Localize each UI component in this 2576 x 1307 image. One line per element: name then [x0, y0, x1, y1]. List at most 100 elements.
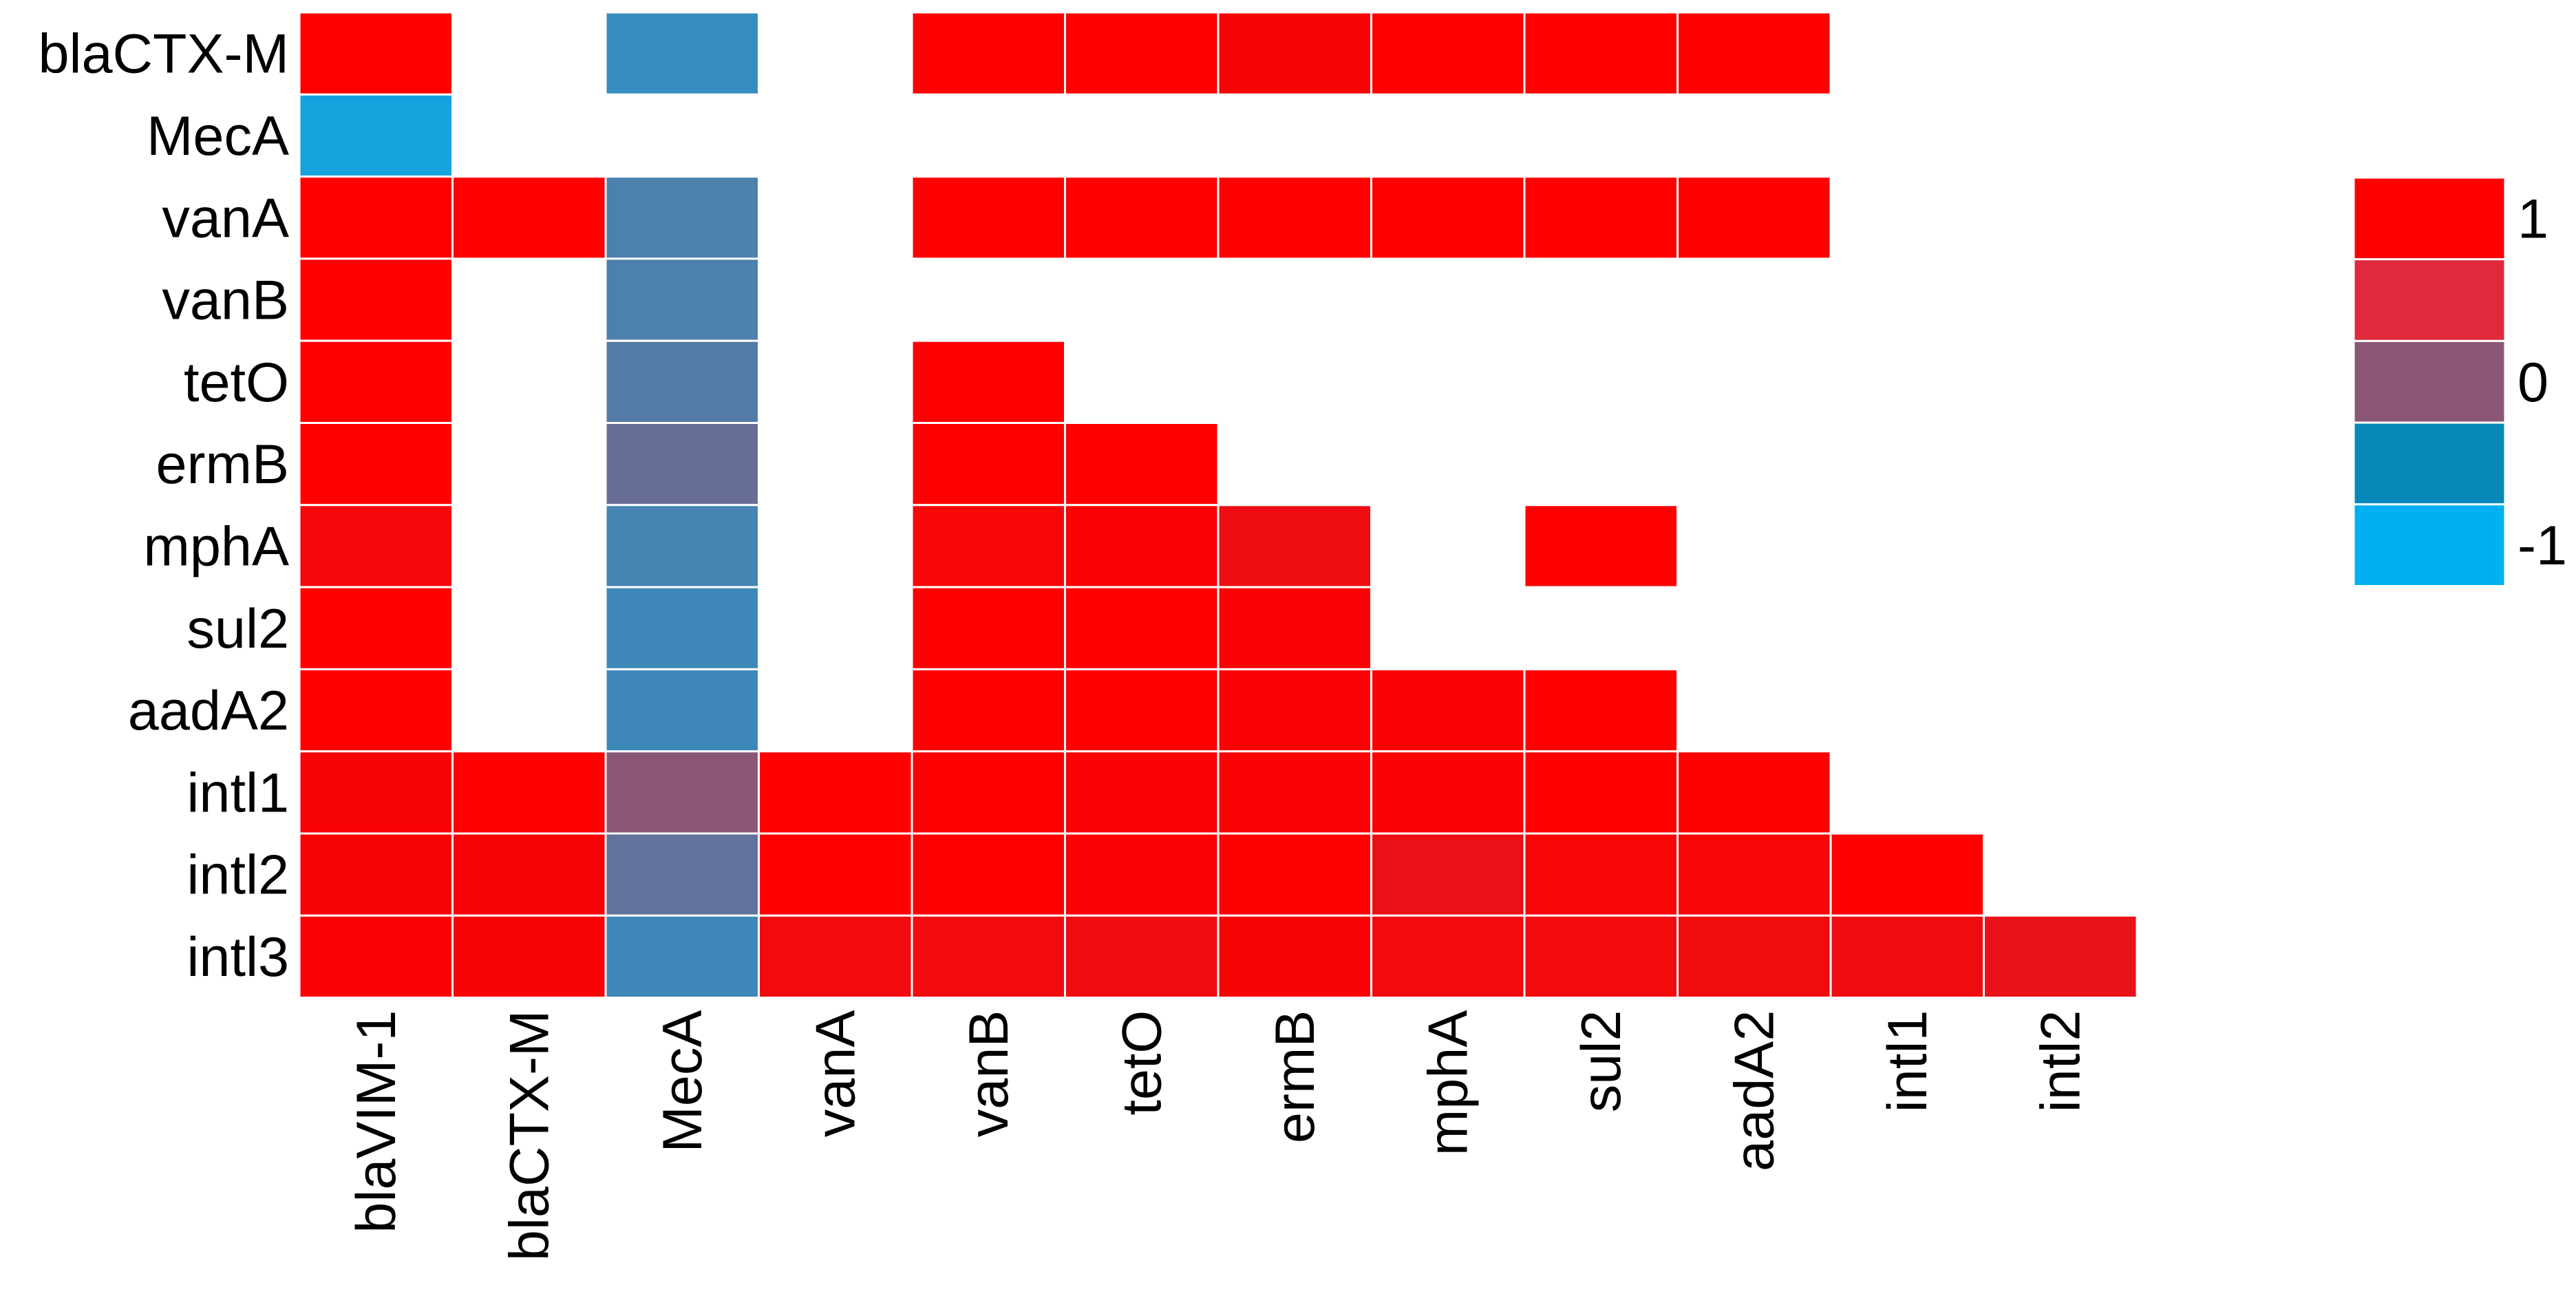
row-label: mphA: [143, 516, 289, 577]
heatmap-cell: [298, 257, 454, 342]
column-label: ermB: [1264, 1010, 1326, 1144]
heatmap-cell: [758, 750, 913, 835]
heatmap-cell: [758, 914, 913, 999]
row-label: aadA2: [128, 680, 289, 742]
heatmap-cell: [1217, 11, 1372, 96]
heatmap-cell: [911, 504, 1066, 588]
row-label: tetO: [184, 352, 289, 414]
heatmap-cell: [298, 93, 454, 178]
heatmap-cell: [451, 176, 607, 260]
column-label: sul2: [1571, 1010, 1632, 1113]
heatmap-cell: [1217, 668, 1372, 753]
heatmap-cell: [911, 339, 1066, 425]
column-label: intl2: [2030, 1010, 2092, 1113]
heatmap-cell: [1523, 504, 1679, 588]
heatmap-cell: [1676, 832, 1832, 917]
row-label: vanB: [162, 270, 289, 332]
heatmap-cell: [1370, 668, 1526, 753]
heatmap-cell: [911, 586, 1066, 670]
column-label: tetO: [1111, 1010, 1173, 1116]
column-label: aadA2: [1724, 1010, 1786, 1171]
legend-label: 0: [2518, 352, 2548, 414]
heatmap-cell: [604, 750, 760, 835]
heatmap-cell: [451, 832, 607, 917]
row-label: ermB: [156, 434, 289, 496]
heatmap-cell: [1370, 176, 1526, 260]
heatmap-cell: [1064, 832, 1220, 917]
heatmap-cell: [1217, 914, 1372, 999]
heatmap-cell: [1523, 176, 1679, 260]
heatmap-cell: [1523, 832, 1679, 917]
heatmap-cell: [1829, 914, 1985, 999]
heatmap-cell: [604, 586, 760, 670]
heatmap-cell: [298, 11, 454, 96]
column-label: MecA: [652, 1010, 714, 1153]
heatmap-cell: [451, 914, 607, 999]
heatmap-cell: [1217, 832, 1372, 917]
heatmap-cell: [1064, 504, 1220, 588]
heatmap-cells: [298, 11, 2138, 999]
row-labels: blaCTX-M MecA vanA vanB tetO ermB mphA sul2 aadA…: [38, 23, 289, 988]
row-label: intl3: [187, 926, 289, 988]
heatmap-cell: [604, 504, 760, 588]
heatmap-cell: [298, 339, 454, 425]
heatmap-cell: [1217, 750, 1372, 835]
heatmap-cell: [1064, 914, 1220, 999]
heatmap-cell: [1676, 176, 1832, 260]
row-label: intl1: [187, 762, 289, 824]
column-labels: blaVIM-1 blaCTX-M MecA vanA vanB tetO ermB mphA…: [345, 1010, 2092, 1262]
heatmap-cell: [1983, 914, 2138, 999]
heatmap-cell: [758, 832, 913, 917]
heatmap-cell: [604, 176, 760, 260]
heatmap-cell: [911, 176, 1066, 260]
heatmap-cell: [911, 832, 1066, 917]
column-label: intl1: [1877, 1010, 1939, 1113]
row-label: MecA: [147, 105, 289, 167]
heatmap-cell: [298, 832, 454, 917]
heatmap-cell: [1370, 750, 1526, 835]
heatmap-cell: [1676, 914, 1832, 999]
heatmap-cell: [1064, 586, 1220, 670]
heatmap-cell: [1217, 176, 1372, 260]
heatmap-cell: [1829, 832, 1985, 917]
heatmap-cell: [1217, 586, 1372, 670]
heatmap-cell: [911, 668, 1066, 753]
heatmap-cell: [604, 832, 760, 917]
heatmap-cell: [1064, 11, 1220, 96]
heatmap-cell: [298, 176, 454, 260]
heatmap-cell: [604, 914, 760, 999]
heatmap-cell: [298, 504, 454, 588]
heatmap-cell: [298, 668, 454, 753]
heatmap-cell: [1370, 832, 1526, 917]
heatmap-cell: [1523, 750, 1679, 835]
color-legend: 1 0 -1: [2352, 176, 2567, 587]
row-label: blaCTX-M: [38, 23, 289, 85]
column-label: blaVIM-1: [345, 1010, 407, 1233]
heatmap-cell: [1523, 668, 1679, 753]
heatmap-cell: [1523, 914, 1679, 999]
heatmap-cell: [1064, 668, 1220, 753]
heatmap-cell: [1064, 422, 1220, 507]
heatmap-cell: [911, 11, 1066, 96]
heatmap-cell: [604, 257, 760, 342]
legend-label: 1: [2518, 188, 2548, 250]
heatmap-cell: [298, 750, 454, 835]
legend-swatch: [2352, 339, 2506, 424]
heatmap-cell: [1370, 914, 1526, 999]
legend-swatch: [2352, 176, 2506, 261]
heatmap-cell: [604, 668, 760, 753]
heatmap-cell: [604, 339, 760, 425]
heatmap-cell: [451, 750, 607, 835]
heatmap-cell: [911, 422, 1066, 507]
column-label: mphA: [1418, 1010, 1480, 1156]
heatmap-cell: [1370, 11, 1526, 96]
heatmap-cell: [298, 914, 454, 999]
heatmap-cell: [1064, 750, 1220, 835]
heatmap-cell: [911, 914, 1066, 999]
column-label: blaCTX-M: [499, 1010, 561, 1262]
row-label: sul2: [187, 598, 289, 660]
row-label: vanA: [162, 187, 289, 249]
heatmap-cell: [604, 422, 760, 507]
